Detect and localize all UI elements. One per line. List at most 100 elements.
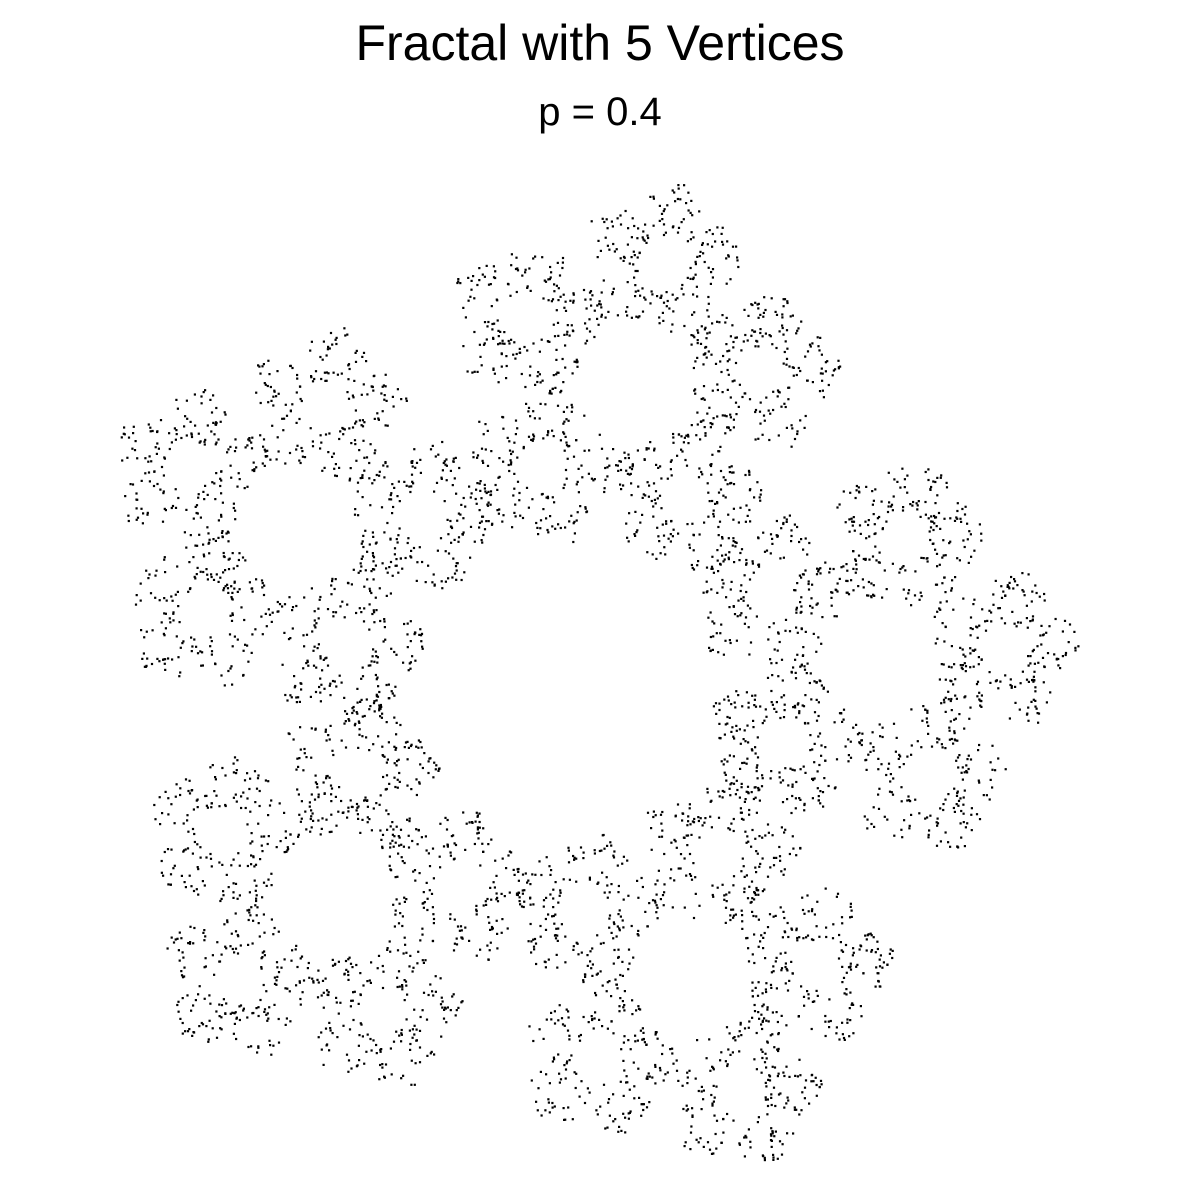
data-point (700, 470, 703, 474)
data-point (846, 579, 849, 583)
data-point (204, 957, 207, 960)
data-point (381, 754, 384, 757)
data-point (835, 1032, 838, 1035)
data-point (406, 646, 409, 649)
data-point (206, 573, 209, 576)
data-point (775, 956, 778, 959)
data-point (770, 770, 773, 773)
data-point (411, 465, 414, 468)
data-point (207, 1040, 210, 1043)
data-point (250, 1045, 253, 1048)
data-point (197, 432, 200, 435)
data-point (454, 1014, 457, 1017)
data-point (374, 673, 377, 677)
data-point (906, 755, 909, 758)
data-point (952, 683, 955, 686)
data-point (781, 679, 784, 682)
data-point (390, 498, 393, 501)
data-point (329, 784, 333, 787)
data-point (613, 250, 616, 253)
data-point (695, 434, 698, 437)
data-point (538, 1028, 541, 1031)
data-point (757, 1116, 760, 1119)
data-point (692, 277, 695, 281)
data-point (792, 666, 795, 669)
data-point (357, 817, 360, 820)
data-point (301, 450, 304, 453)
data-point (771, 1033, 774, 1036)
data-point (804, 537, 807, 540)
data-point (754, 410, 757, 414)
data-point (769, 1139, 773, 1142)
data-point (395, 538, 398, 541)
data-point (625, 1075, 628, 1078)
data-point (711, 1104, 714, 1107)
data-point (578, 1095, 581, 1098)
data-point (766, 875, 770, 878)
data-point (743, 1136, 746, 1139)
data-point (273, 1003, 276, 1006)
data-point (924, 708, 927, 711)
data-point (810, 612, 813, 615)
data-point (449, 854, 452, 857)
data-point (819, 790, 822, 793)
data-point (813, 1000, 816, 1003)
data-point (910, 813, 913, 816)
data-point (757, 307, 760, 310)
data-point (741, 395, 744, 399)
data-point (795, 332, 798, 335)
data-point (732, 755, 735, 758)
data-point (397, 852, 400, 855)
data-point (797, 327, 800, 330)
data-point (748, 808, 751, 812)
data-point (516, 427, 519, 430)
data-point (591, 947, 594, 950)
data-point (368, 603, 371, 606)
data-point (482, 904, 485, 907)
data-point (220, 1004, 224, 1007)
data-point (821, 791, 825, 794)
data-point (481, 515, 485, 518)
data-point (411, 1036, 414, 1039)
data-point (124, 495, 127, 498)
data-point (575, 361, 578, 364)
data-point (719, 360, 722, 363)
data-point (482, 827, 485, 830)
data-point (438, 767, 441, 770)
data-point (811, 748, 814, 751)
data-point (961, 664, 964, 667)
data-point (746, 757, 749, 760)
data-point (386, 571, 389, 574)
data-point (779, 557, 782, 560)
data-point (926, 711, 929, 714)
data-point (855, 489, 858, 492)
data-point (163, 556, 166, 559)
data-point (815, 698, 818, 701)
data-point (888, 952, 891, 955)
data-point (193, 1031, 196, 1034)
data-point (427, 771, 430, 775)
data-point (809, 734, 812, 737)
data-point (738, 559, 741, 562)
data-point (593, 849, 596, 852)
data-point (550, 1018, 553, 1021)
data-point (875, 966, 878, 969)
data-point (963, 662, 966, 665)
data-point (244, 446, 247, 449)
data-point (938, 738, 941, 741)
data-point (391, 692, 394, 695)
data-point (710, 826, 713, 829)
data-point (849, 991, 852, 994)
data-point (597, 881, 600, 884)
data-point (414, 466, 417, 469)
data-point (570, 324, 573, 327)
data-point (373, 700, 376, 703)
data-point (686, 433, 690, 436)
data-point (732, 884, 735, 887)
data-point (756, 303, 759, 306)
data-point (799, 369, 802, 373)
data-point (533, 948, 536, 951)
data-point (180, 937, 183, 940)
data-point (149, 426, 152, 429)
data-point (711, 648, 714, 651)
